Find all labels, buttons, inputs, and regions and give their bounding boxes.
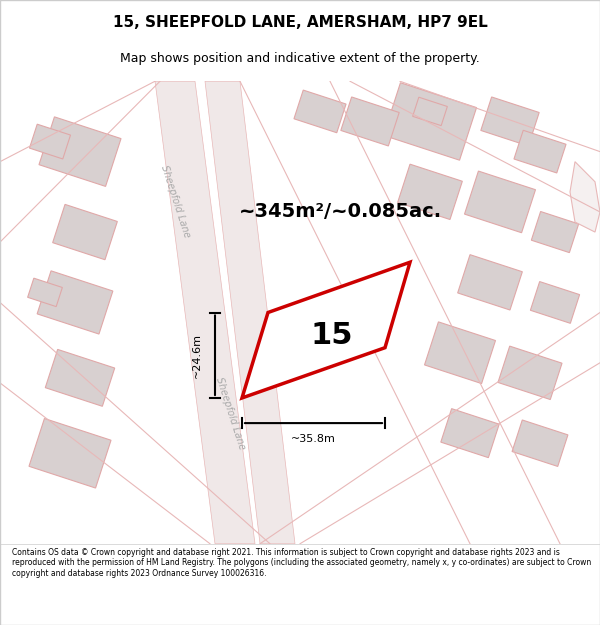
Polygon shape [205,81,295,544]
Polygon shape [383,82,476,160]
Polygon shape [294,90,346,132]
Text: ~35.8m: ~35.8m [291,434,336,444]
Polygon shape [29,419,111,488]
Polygon shape [512,420,568,466]
Polygon shape [481,97,539,146]
Polygon shape [53,204,118,260]
Text: ~345m²/~0.085ac.: ~345m²/~0.085ac. [238,202,442,221]
Polygon shape [398,164,463,219]
Polygon shape [464,171,535,232]
Polygon shape [458,254,523,310]
Polygon shape [425,322,496,384]
Polygon shape [530,282,580,323]
Polygon shape [498,346,562,399]
Polygon shape [441,409,499,458]
Polygon shape [28,278,62,307]
Polygon shape [514,130,566,173]
Polygon shape [413,98,448,126]
Polygon shape [29,124,71,159]
Text: 15: 15 [310,321,353,349]
Text: ~24.6m: ~24.6m [192,332,202,378]
Text: Sheepfold Lane: Sheepfold Lane [158,164,191,239]
Polygon shape [570,162,600,232]
Polygon shape [242,262,410,398]
Text: 15, SHEEPFOLD LANE, AMERSHAM, HP7 9EL: 15, SHEEPFOLD LANE, AMERSHAM, HP7 9EL [113,15,487,30]
Polygon shape [37,271,113,334]
Text: Contains OS data © Crown copyright and database right 2021. This information is : Contains OS data © Crown copyright and d… [12,548,591,578]
Polygon shape [341,97,399,146]
Polygon shape [532,211,578,252]
Text: Map shows position and indicative extent of the property.: Map shows position and indicative extent… [120,52,480,65]
Polygon shape [45,349,115,406]
Polygon shape [155,81,255,544]
Text: Sheepfold Lane: Sheepfold Lane [214,376,247,451]
Polygon shape [39,117,121,186]
